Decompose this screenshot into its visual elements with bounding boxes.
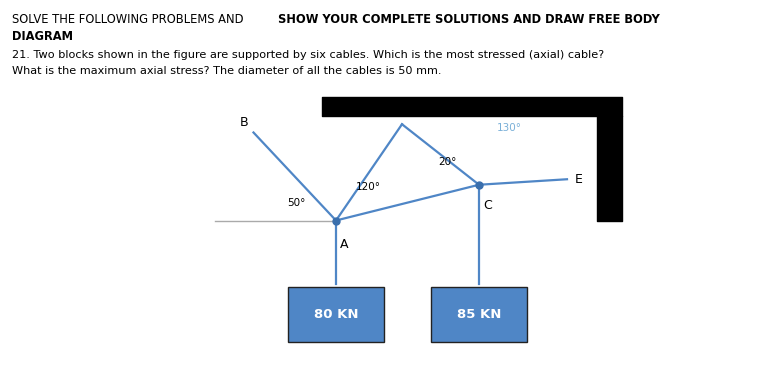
Text: 85 KN: 85 KN xyxy=(457,308,501,320)
Bar xyxy=(288,286,384,341)
Text: DIAGRAM: DIAGRAM xyxy=(12,30,73,43)
Text: A: A xyxy=(340,239,349,251)
Text: B: B xyxy=(240,116,249,128)
Text: 21. Two blocks shown in the figure are supported by six cables. Which is the mos: 21. Two blocks shown in the figure are s… xyxy=(12,50,604,60)
Text: 120°: 120° xyxy=(356,182,381,192)
Text: C: C xyxy=(483,199,492,212)
Text: What is the maximum axial stress? The diameter of all the cables is 50 mm.: What is the maximum axial stress? The di… xyxy=(12,66,441,76)
Bar xyxy=(431,286,527,341)
Text: D: D xyxy=(404,107,414,120)
Text: 80 KN: 80 KN xyxy=(314,308,358,320)
Text: SHOW YOUR COMPLETE SOLUTIONS AND DRAW FREE BODY: SHOW YOUR COMPLETE SOLUTIONS AND DRAW FR… xyxy=(278,13,659,26)
Text: SOLVE THE FOLLOWING PROBLEMS AND: SOLVE THE FOLLOWING PROBLEMS AND xyxy=(12,13,247,26)
Text: E: E xyxy=(575,173,583,186)
Text: 130°: 130° xyxy=(497,123,522,133)
Text: 50°: 50° xyxy=(287,199,305,208)
Text: 20°: 20° xyxy=(438,157,457,167)
